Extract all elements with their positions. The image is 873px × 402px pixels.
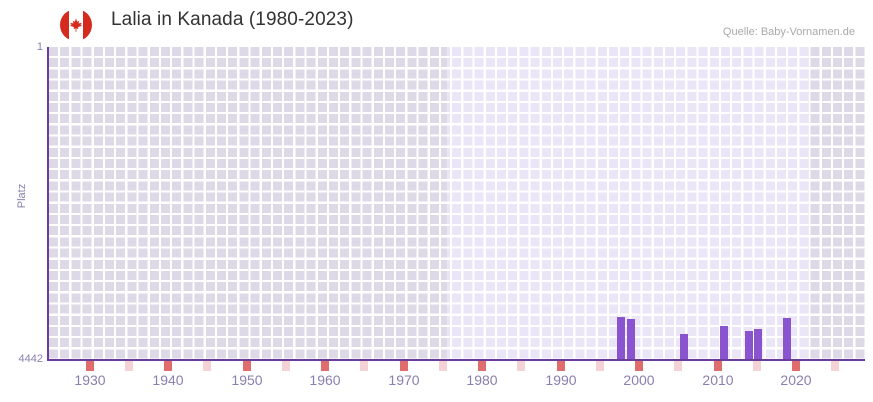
census-tick-1990 <box>557 361 565 371</box>
bar-2014[interactable] <box>745 331 753 360</box>
census-tick-minor <box>439 361 447 371</box>
flag-band-right <box>83 9 92 41</box>
canada-flag-icon <box>60 9 92 41</box>
census-tick-minor <box>517 361 525 371</box>
bar-2006[interactable] <box>680 334 688 360</box>
census-tick-2010 <box>714 361 722 371</box>
bar-1998[interactable] <box>617 317 625 360</box>
census-tick-minor <box>674 361 682 371</box>
census-tick-minor <box>360 361 368 371</box>
plot-area <box>49 47 865 360</box>
census-tick-1950 <box>243 361 251 371</box>
bar-2019[interactable] <box>783 318 791 360</box>
census-tick-minor <box>282 361 290 371</box>
census-tick-1980 <box>478 361 486 371</box>
x-tick-label-2010: 2010 <box>702 372 734 388</box>
x-axis-line <box>47 359 865 361</box>
x-tick-label-2000: 2000 <box>623 372 655 388</box>
y-tick-label-bottom: 4442 <box>18 353 43 365</box>
census-tick-2000 <box>635 361 643 371</box>
x-tick-label-1990: 1990 <box>545 372 577 388</box>
x-tick-label-1950: 1950 <box>231 372 263 388</box>
census-tick-1930 <box>86 361 94 371</box>
x-tick-label-1930: 1930 <box>74 372 106 388</box>
source-label: Quelle: Baby-Vornamen.de <box>722 26 855 38</box>
y-axis-title: Platz <box>16 183 28 209</box>
x-tick-label-1940: 1940 <box>152 372 184 388</box>
census-tick-minor <box>753 361 761 371</box>
census-tick-1960 <box>321 361 329 371</box>
flag-band-left <box>60 9 69 41</box>
x-tick-label-2020: 2020 <box>780 372 812 388</box>
census-tick-1940 <box>164 361 172 371</box>
grid-lines <box>49 47 865 360</box>
census-tick-1970 <box>400 361 408 371</box>
census-tick-minor <box>596 361 604 371</box>
maple-leaf-icon <box>69 18 83 32</box>
census-tick-minor <box>203 361 211 371</box>
y-tick-label-top: 1 <box>36 41 43 53</box>
bar-1999[interactable] <box>627 319 635 360</box>
census-tick-2020 <box>792 361 800 371</box>
chart-header: Lalia in Kanada (1980-2023) Quelle: Baby… <box>0 0 873 44</box>
page-title: Lalia in Kanada (1980-2023) <box>111 9 354 30</box>
x-tick-label-1970: 1970 <box>388 372 420 388</box>
bar-2011[interactable] <box>720 326 728 360</box>
y-axis-line <box>47 47 49 361</box>
x-tick-label-1980: 1980 <box>466 372 498 388</box>
census-tick-minor <box>831 361 839 371</box>
bar-2015[interactable] <box>754 329 762 360</box>
x-tick-label-1960: 1960 <box>309 372 341 388</box>
census-tick-minor <box>125 361 133 371</box>
